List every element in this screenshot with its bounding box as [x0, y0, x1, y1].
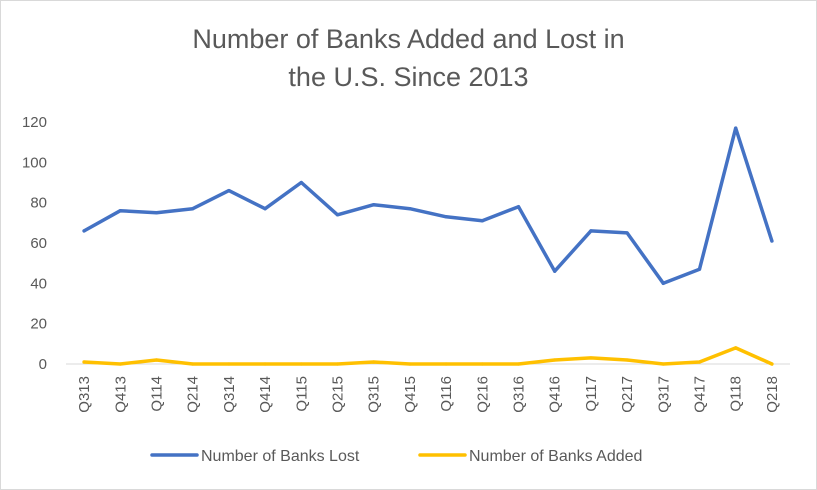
data-point	[335, 362, 340, 366]
x-tick-label: Q414	[257, 376, 274, 413]
x-tick-label: Q115	[293, 376, 310, 412]
data-point	[372, 203, 376, 207]
data-point	[770, 362, 774, 366]
chart-title: Number of Banks Added and Lost in the U.…	[0, 20, 817, 96]
data-point	[625, 358, 629, 362]
data-point	[516, 362, 521, 366]
y-tick-label: 120	[22, 114, 47, 131]
data-point	[191, 362, 195, 366]
data-point	[263, 207, 267, 211]
data-point	[734, 126, 738, 130]
y-tick-label: 20	[30, 316, 47, 333]
y-tick-label: 100	[22, 154, 47, 171]
y-tick-label: 60	[30, 235, 47, 252]
x-tick-label: Q415	[402, 376, 419, 413]
data-point	[770, 239, 774, 243]
chart-title-line1: Number of Banks Added and Lost in	[192, 24, 625, 54]
x-tick-label: Q413	[112, 376, 129, 413]
x-tick-label: Q315	[366, 376, 383, 413]
data-point	[82, 360, 86, 364]
series-line-1	[82, 126, 774, 286]
data-point	[154, 358, 159, 362]
data-point	[589, 356, 593, 360]
data-point	[299, 180, 303, 185]
data-point	[553, 358, 557, 362]
legend-label-1: Number of Banks Lost	[201, 448, 360, 465]
data-point	[697, 360, 702, 364]
legend-label-2: Number of Banks Added	[469, 448, 642, 465]
data-point	[444, 215, 448, 219]
data-point	[372, 360, 376, 364]
data-point	[408, 207, 412, 211]
x-tick-label: Q314	[221, 376, 238, 413]
data-point	[553, 269, 557, 273]
y-tick-label: 40	[30, 275, 47, 292]
chart-title-line2: the U.S. Since 2013	[288, 62, 529, 92]
x-tick-label: Q218	[764, 376, 781, 413]
x-tick-label: Q116	[438, 376, 455, 412]
x-tick-label: Q216	[474, 376, 491, 413]
data-point	[625, 231, 629, 235]
x-tick-label: Q117	[583, 376, 600, 412]
data-point	[480, 219, 484, 223]
data-point	[263, 362, 267, 366]
data-point	[154, 211, 159, 215]
y-tick-label: 80	[30, 195, 47, 212]
data-point	[589, 229, 593, 233]
data-point	[480, 362, 484, 366]
data-point	[227, 362, 231, 366]
y-tick-label: 0	[39, 356, 47, 373]
data-point	[661, 362, 665, 366]
x-tick-label: Q317	[655, 376, 672, 413]
x-tick-label: Q217	[619, 376, 636, 413]
data-point	[444, 362, 448, 366]
data-point	[299, 362, 303, 366]
x-axis-ticks: Q313 Q413 Q114 Q214 Q314 Q414 Q115 Q215 Q315 Q415…	[76, 376, 781, 413]
data-point	[82, 229, 86, 233]
y-axis-ticks: 0 20 40 60 80 100 120	[22, 114, 47, 373]
legend: Number of Banks Lost Number of Banks Adde…	[150, 448, 642, 465]
x-tick-label: Q215	[330, 376, 347, 413]
series-line-2	[82, 346, 774, 366]
data-point	[734, 346, 738, 350]
data-point	[697, 267, 702, 271]
data-point	[516, 205, 521, 209]
data-point	[227, 188, 231, 193]
data-point	[661, 281, 665, 285]
x-tick-label: Q313	[76, 376, 93, 413]
x-tick-label: Q316	[511, 376, 528, 413]
data-point	[118, 362, 122, 366]
data-point	[118, 209, 122, 213]
x-tick-label: Q416	[547, 376, 564, 413]
x-tick-label: Q214	[185, 376, 202, 413]
x-tick-label: Q114	[149, 376, 166, 412]
series-lines	[82, 126, 774, 366]
x-tick-label: Q417	[692, 376, 709, 413]
data-point	[191, 207, 195, 211]
x-tick-label: Q118	[728, 376, 745, 412]
data-point	[408, 362, 412, 366]
data-point	[335, 213, 340, 217]
